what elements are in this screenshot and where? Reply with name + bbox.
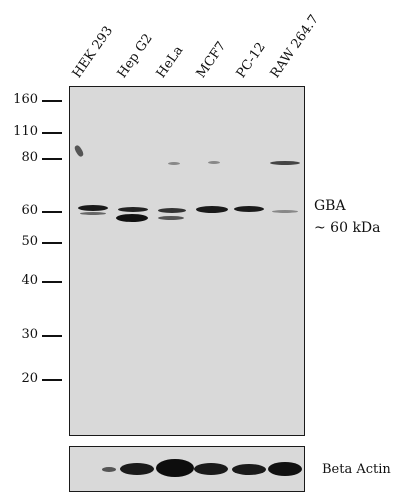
band-hela-gba-lower [158,216,184,220]
main-blot-panel [69,86,305,436]
loading-control-blot-panel [69,446,305,492]
mw-label-80: 80 [21,150,38,165]
mw-label-110: 110 [13,124,38,139]
lane-label-raw2647: RAW 264.7 [267,12,323,82]
lane-label-mcf7: MCF7 [193,39,230,81]
band-hela-80 [168,162,180,165]
mw-tick-160 [42,100,62,102]
band-hek293-gba-lower [80,212,106,215]
target-size-label: ~ 60 kDa [314,220,381,236]
band-hela-gba [158,208,186,213]
band-actin-pc12 [232,464,266,475]
mw-tick-20 [42,379,62,381]
loading-control-label: Beta Actin [322,462,391,477]
mw-label-30: 30 [21,327,38,342]
band-raw-80 [270,161,300,165]
mw-tick-50 [42,242,62,244]
mw-label-40: 40 [21,273,38,288]
band-actin-raw [268,462,302,476]
mw-tick-110 [42,132,62,134]
mw-tick-80 [42,158,62,160]
band-hepg2-gba [118,207,148,212]
band-raw-gba [272,210,298,213]
mw-label-20: 20 [21,371,38,386]
band-hepg2-gba-lower [116,214,148,222]
mw-label-160: 160 [13,92,38,107]
lane-label-hepg2: Hep G2 [114,31,156,81]
mw-label-60: 60 [21,203,38,218]
band-pc12-gba [234,206,264,212]
target-label: GBA [314,198,346,214]
mw-tick-30 [42,335,62,337]
band-actin-hek293 [102,467,116,472]
band-actin-mcf7 [194,463,228,475]
lane-label-hek293: HEK 293 [69,23,117,81]
mw-tick-40 [42,281,62,283]
lane-label-pc12: PC-12 [233,39,269,81]
band-actin-hela [156,459,194,477]
smudge-artifact [73,144,85,158]
mw-tick-60 [42,211,62,213]
band-actin-hepg2 [120,463,154,475]
band-mcf7-80 [208,161,220,164]
mw-label-50: 50 [21,234,38,249]
band-mcf7-gba [196,206,228,213]
lane-label-hela: HeLa [153,43,187,81]
band-hek293-gba [78,205,108,211]
